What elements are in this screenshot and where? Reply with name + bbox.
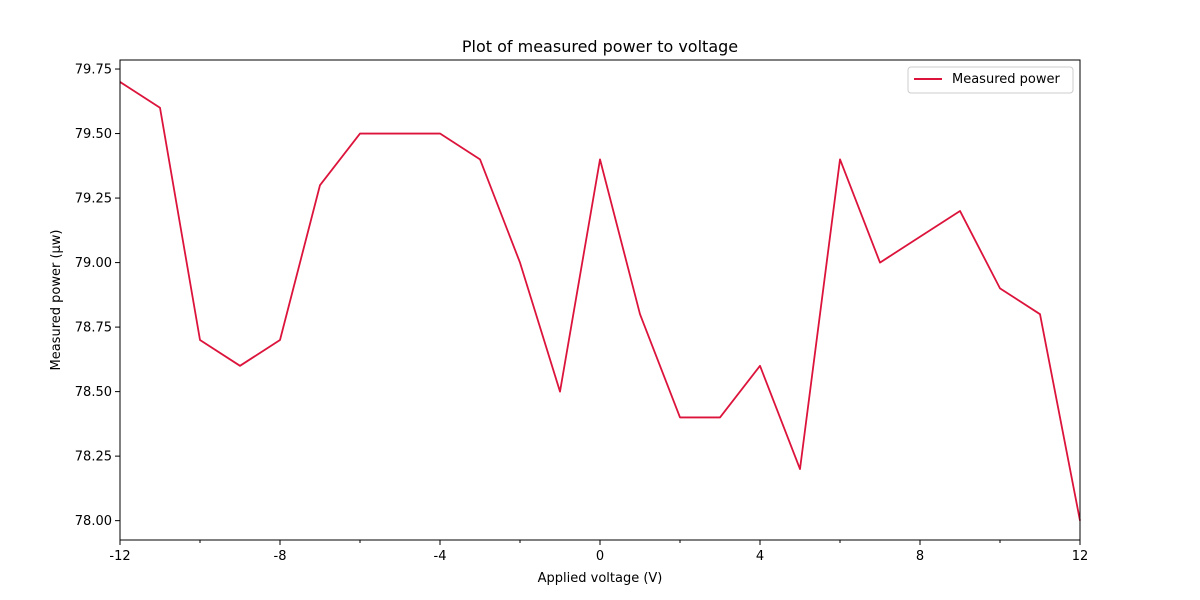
y-tick-label: 78.25 — [75, 450, 112, 465]
y-tick-label: 79.75 — [75, 63, 112, 78]
chart-title: Plot of measured power to voltage — [462, 37, 738, 56]
plot-frame — [119, 59, 1081, 541]
x-tick-label: 0 — [596, 549, 604, 564]
legend-label-measured-power: Measured power — [952, 72, 1060, 87]
x-tick-label: -4 — [434, 549, 447, 564]
y-tick-label: 79.50 — [75, 127, 112, 142]
y-tick-label: 78.00 — [75, 514, 112, 529]
legend: Measured power — [907, 66, 1074, 94]
x-tick-label: -8 — [274, 549, 287, 564]
y-axis: 78.00 78.25 78.50 78.75 79.00 79.25 79.50 79.75 — [75, 63, 120, 529]
legend-box — [907, 66, 1074, 94]
x-tick-label: 4 — [756, 549, 764, 564]
x-tick-label: -12 — [109, 549, 130, 564]
y-tick-label: 78.75 — [75, 321, 112, 336]
series-line-measured-power — [119, 81, 1081, 521]
x-tick-label: 8 — [916, 549, 924, 564]
y-tick-label: 78.50 — [75, 385, 112, 400]
y-tick-label: 79.25 — [75, 192, 112, 207]
y-tick-label: 79.00 — [75, 256, 112, 271]
y-axis-label: Measured power (µw) — [49, 230, 64, 371]
x-axis: -12 -8 -4 0 4 8 12 — [109, 540, 1088, 564]
plot-area — [119, 81, 1081, 521]
x-tick-label: 12 — [1072, 549, 1089, 564]
x-axis-label: Applied voltage (V) — [538, 571, 663, 586]
